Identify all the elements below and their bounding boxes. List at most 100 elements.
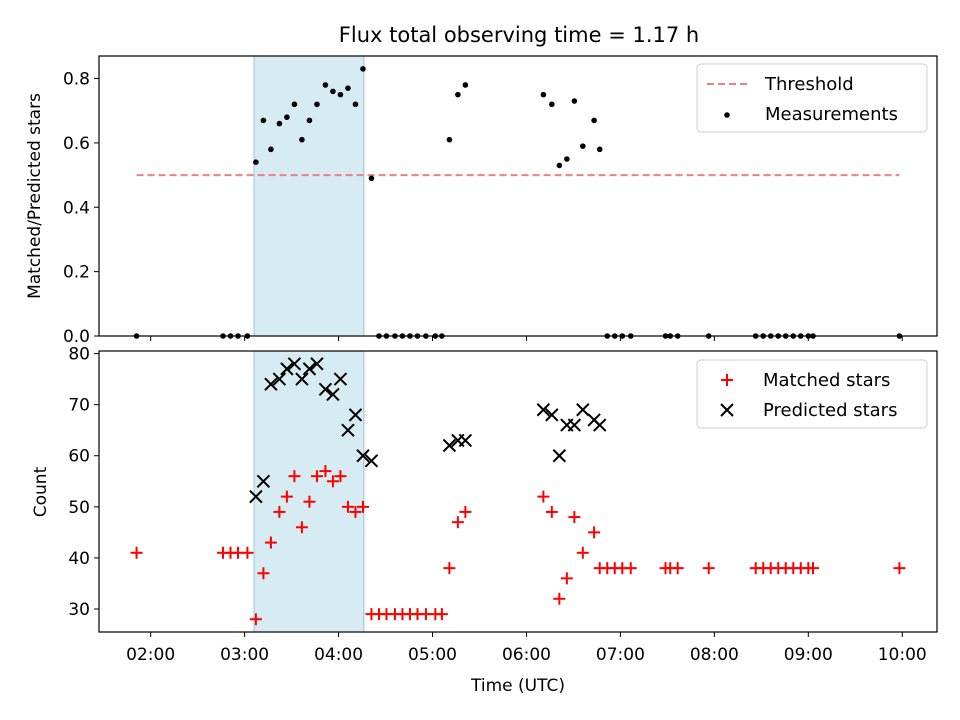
ratio-x-ticks [150, 336, 903, 341]
y-tick-label: 0.0 [63, 327, 90, 347]
measurements-point [314, 101, 320, 108]
measurements-point [276, 120, 283, 127]
matched-stars-point [560, 572, 573, 585]
matched-stars-point [273, 505, 286, 518]
predicted-stars-point [295, 372, 309, 386]
measurements-point [556, 162, 563, 169]
matched-stars-point [553, 592, 566, 605]
count-legend: Matched stars Predicted stars [696, 359, 928, 429]
y-tick-label: 30 [68, 600, 90, 620]
predicted-stars-point [576, 403, 590, 417]
matched-stars-point [435, 608, 448, 621]
predicted-stars-point [249, 489, 263, 504]
matched-stars-point [280, 490, 293, 503]
matched-stars-point [341, 500, 354, 513]
legend-matched-swatch [721, 374, 733, 386]
measurements-point [596, 146, 603, 153]
predicted-stars-point [364, 454, 379, 468]
x-tick-label: 10:00 [878, 645, 927, 665]
matched-stars-point [257, 567, 270, 580]
x-tick-label: 02:00 [126, 645, 175, 665]
matched-stars-point [288, 470, 301, 483]
measurements-point [268, 146, 274, 153]
legend-matched-label: Matched stars [763, 370, 890, 391]
x-axis-label: Time (UTC) [470, 676, 565, 696]
matched-stars-point [588, 526, 601, 539]
measurements-point [455, 91, 461, 98]
predicted-stars-point [310, 357, 324, 371]
matched-stars-point [806, 562, 819, 575]
legend-measurements-label: Measurements [765, 104, 898, 125]
observing-window-span [253, 350, 365, 633]
legend-predicted-swatch [720, 403, 734, 417]
x-tick-label: 09:00 [784, 645, 833, 665]
predicted-stars-point [536, 403, 551, 417]
measurements-point [337, 91, 344, 98]
y-tick-label: 40 [68, 549, 90, 569]
x-tick-label: 05:00 [408, 645, 457, 665]
matched-stars-point [537, 490, 550, 503]
measurements-point [360, 66, 366, 72]
y-tick-label: 0.2 [63, 263, 90, 283]
predicted-stars-point [264, 377, 278, 391]
measurements-point [260, 117, 267, 124]
x-tick-label: 03:00 [220, 645, 269, 665]
matched-stars-point [326, 475, 339, 488]
count-panel: 30 40 50 60 70 80 02:00 03:00 04:00 05:00 06:00 07… [31, 345, 938, 696]
x-tick-label: 08:00 [690, 645, 739, 665]
measurements-point [446, 136, 453, 143]
ratio-y-axis-label: Matched/Predicted stars [25, 93, 45, 299]
measurements-point [306, 117, 313, 124]
count-marks [130, 357, 906, 626]
matched-stars-point [319, 465, 332, 478]
matched-stars-point [334, 470, 347, 483]
measurements-point [540, 91, 547, 98]
ratio-axes-frame [98, 55, 938, 337]
ratio-legend-box [696, 63, 928, 133]
observing-window-span [253, 55, 365, 337]
y-tick-label: 0.4 [63, 198, 90, 218]
matched-stars-point [264, 536, 277, 549]
measurements-point [368, 175, 375, 182]
measurements-point [462, 82, 469, 88]
predicted-stars-point [280, 362, 294, 376]
matched-stars-point [624, 562, 637, 575]
measurements-point [580, 143, 586, 149]
measurements-point [564, 156, 570, 162]
legend-threshold-label: Threshold [764, 74, 854, 95]
y-tick-label: 70 [68, 396, 90, 416]
count-axes-frame [98, 350, 938, 633]
count-legend-box [696, 359, 928, 429]
ratio-legend: Threshold Measurements [696, 63, 928, 133]
measurements-point [322, 82, 329, 88]
predicted-stars-point [302, 362, 317, 376]
predicted-stars-point [333, 372, 348, 386]
matched-stars-point [443, 562, 456, 575]
measurements-point [291, 101, 298, 108]
matched-stars-point [451, 516, 464, 529]
predicted-stars-point [458, 433, 473, 448]
matched-stars-point [130, 546, 143, 559]
predicted-stars-point [272, 372, 287, 386]
predicted-stars-point [567, 418, 582, 432]
matched-stars-point [303, 495, 316, 508]
chart-title: Flux total observing time = 1.17 h [339, 23, 699, 47]
predicted-stars-point [552, 449, 567, 463]
measurements-point [591, 117, 597, 124]
x-tick-label: 06:00 [502, 645, 551, 665]
y-tick-label: 50 [68, 498, 90, 518]
x-tick-label: 07:00 [596, 645, 645, 665]
count-y-ticks: 30 40 50 60 70 80 [68, 345, 99, 620]
predicted-stars-point [326, 387, 340, 402]
matched-stars-point [459, 505, 472, 518]
y-tick-label: 80 [68, 345, 90, 365]
matched-stars-point [241, 546, 254, 559]
y-tick-label: 0.6 [63, 134, 90, 154]
legend-measurements-swatch [724, 112, 730, 118]
predicted-stars-point [348, 408, 363, 422]
measurements-point [549, 101, 555, 108]
measurements-point [253, 159, 259, 166]
matched-stars-point [295, 521, 308, 534]
matched-stars-point [576, 546, 589, 559]
